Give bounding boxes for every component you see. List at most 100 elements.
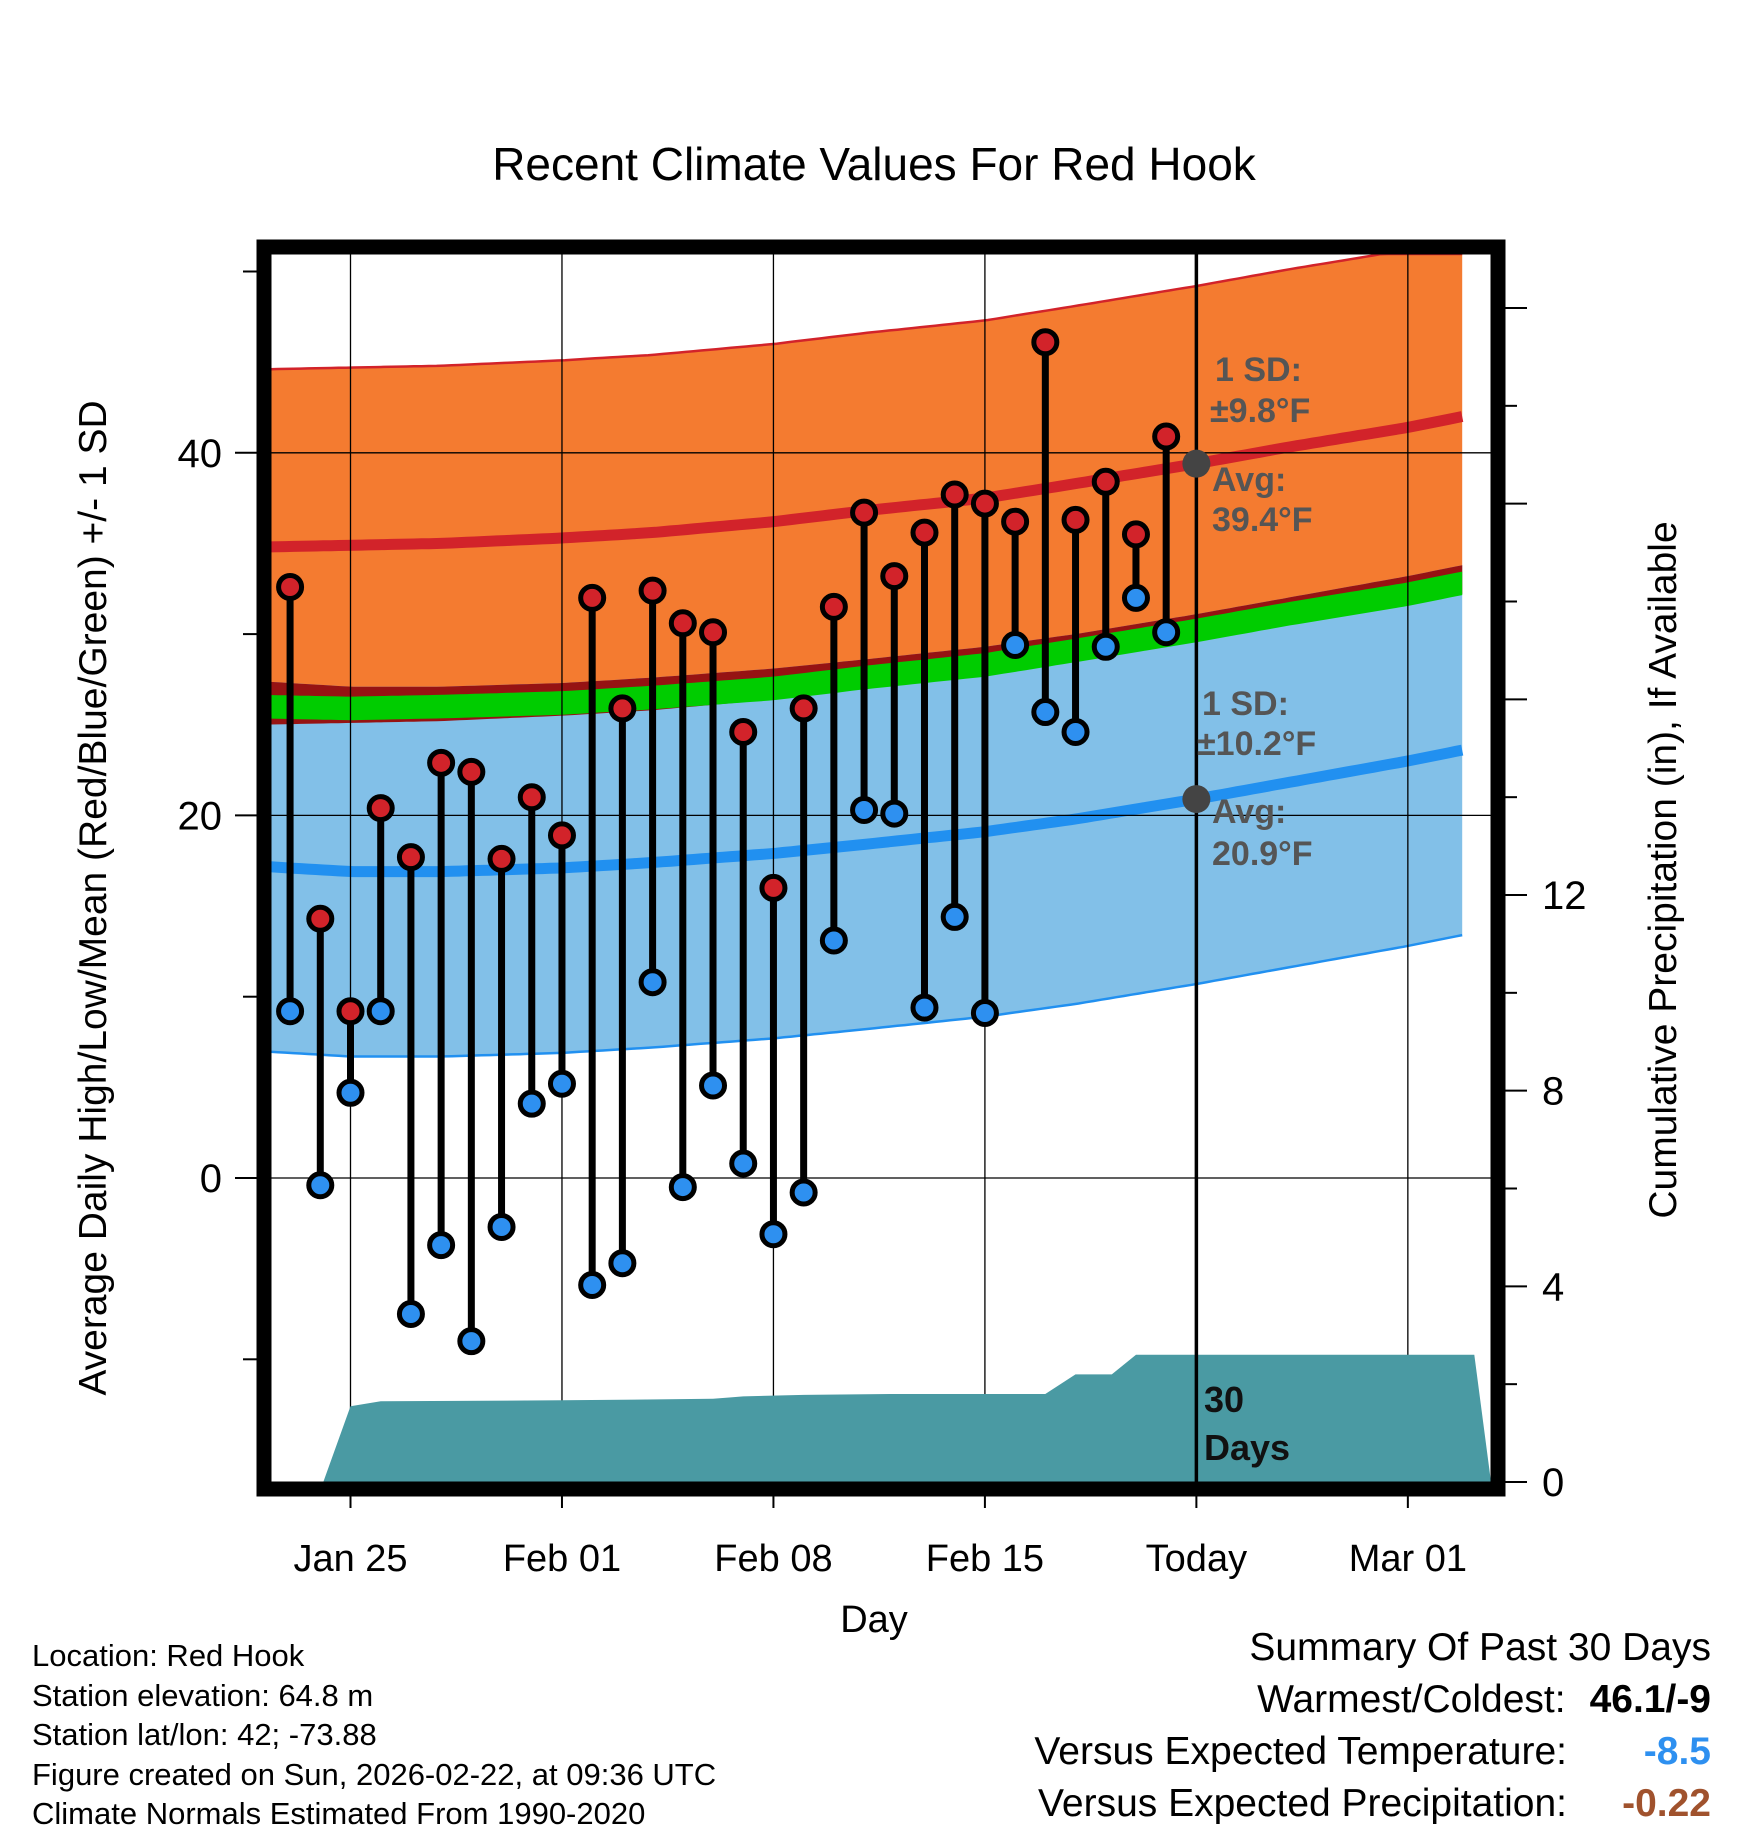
daily-low-dot [1152,618,1181,647]
x-tick-label: Feb 01 [503,1538,621,1580]
daily-high-dot [547,821,576,850]
daily-high-dot [276,572,305,601]
daily-high-dot [668,609,697,638]
daily-low-dot [789,1178,818,1207]
daily-high-dot [336,997,365,1026]
daily-low-dot [1001,630,1030,659]
daily-low-dot [427,1231,456,1260]
daily-high-dot [699,618,728,647]
today-low-avg-marker [1182,785,1211,814]
daily-high-dot [638,576,667,605]
daily-high-dot [396,843,425,872]
location-text: Location: Red Hook [32,1638,305,1673]
daily-high-dot [487,844,516,873]
x-axis-label: Day [840,1599,908,1641]
y-left-tick-label: 0 [200,1157,222,1201]
y-left-tick-label: 40 [178,432,223,476]
low-sd-value: ±10.2°F [1197,725,1316,763]
daily-high-dot [1031,328,1060,357]
daily-low-dot [699,1071,728,1100]
daily-low-dot [759,1220,788,1249]
precip-fill [271,1354,1491,1482]
daily-low-dot [668,1173,697,1202]
low-avg-label: Avg: [1212,793,1286,831]
daily-high-dot [578,583,607,612]
high-sd-label: 1 SD: [1215,351,1302,389]
daily-low-dot [638,968,667,997]
daily-low-dot [306,1171,335,1200]
y-right-tick-label: 4 [1542,1265,1564,1309]
daily-high-dot [940,480,969,509]
daily-low-dot [1061,718,1090,747]
daily-high-dot [729,718,758,747]
daily-high-dot [1121,520,1150,549]
daily-low-dot [487,1212,516,1241]
daily-high-dot [759,873,788,902]
plot-frame [256,239,1506,1497]
y-left-tick-label: 20 [178,794,223,838]
daily-low-dot [910,993,939,1022]
daily-high-dot [1061,505,1090,534]
daily-high-dot [819,592,848,621]
daily-high-dot [366,794,395,823]
daily-high-dot [517,783,546,812]
daily-low-dot [729,1149,758,1178]
annotations: 1 SD: ±9.8°F Avg: 39.4°F 1 SD: ±10.2°F A… [1182,351,1316,1468]
today-high-avg-marker [1182,449,1211,478]
daily-low-dot [457,1327,486,1356]
created-text: Figure created on Sun, 2026-02-22, at 09… [32,1756,717,1792]
daily-low-dot [880,799,909,828]
daily-low-dot [940,902,969,931]
temp-departure-label: Versus Expected Temperature: [1034,1730,1567,1773]
daily-low-dot [366,997,395,1026]
summary-title-row: Summary Of Past 30 Days [1034,1626,1711,1678]
summary-warmest-row: Warmest/Coldest: 46.1/-9 [1034,1678,1711,1730]
y-axis-left-label: Average Daily High/Low/Mean (Red/Blue/Gr… [72,400,115,1395]
low-sd-label: 1 SD: [1202,685,1289,723]
high-avg-value: 39.4°F [1212,501,1313,539]
daily-low-dot [850,795,879,824]
daily-low-dot [396,1299,425,1328]
precip-departure-value: -0.22 [1622,1782,1711,1825]
low-avg-value: 20.9°F [1212,835,1313,873]
daily-high-dot [850,498,879,527]
daily-low-dot [578,1270,607,1299]
daily-high-dot [306,904,335,933]
daily-low-dot [608,1249,637,1278]
daily-low-dot [336,1078,365,1107]
daily-low-dot [276,997,305,1026]
daily-high-dot [1091,467,1120,496]
days-word: Days [1204,1427,1290,1468]
daily-high-dot [789,694,818,723]
daily-high-dot [1001,507,1030,536]
latlon-text: Station lat/lon: 42; -73.88 [32,1717,377,1752]
days-number: 30 [1204,1379,1244,1420]
daily-low-dot [547,1069,576,1098]
precip-departure-label: Versus Expected Precipitation: [1038,1782,1567,1825]
daily-low-dot [1091,632,1120,661]
daily-high-dot [910,518,939,547]
warmest-coldest-label: Warmest/Coldest: [1257,1678,1566,1721]
daily-values [276,328,1181,1356]
summary-title: Summary Of Past 30 Days [1249,1626,1711,1669]
x-tick-label: Jan 25 [293,1538,407,1580]
summary-precip-row: Versus Expected Precipitation: -0.22 [1034,1782,1711,1834]
y-right-tick-label: 12 [1542,874,1587,918]
plot-border [256,239,1506,1497]
chart-title: Recent Climate Values For Red Hook [492,138,1257,190]
y-right-tick-label: 8 [1542,1070,1564,1114]
daily-low-dot [970,999,999,1028]
daily-low-dot [1031,698,1060,727]
x-tick-label: Today [1146,1538,1247,1580]
daily-high-dot [457,757,486,786]
elevation-text: Station elevation: 64.8 m [32,1677,374,1713]
high-avg-label: Avg: [1212,461,1286,499]
x-tick-label: Feb 15 [926,1538,1044,1580]
x-tick-label: Feb 08 [714,1538,832,1580]
daily-high-dot [608,694,637,723]
high-sd-upper-edge [270,252,1463,371]
daily-high-dot [880,562,909,591]
daily-low-dot [1121,583,1150,612]
x-tick-label: Mar 01 [1349,1538,1467,1580]
